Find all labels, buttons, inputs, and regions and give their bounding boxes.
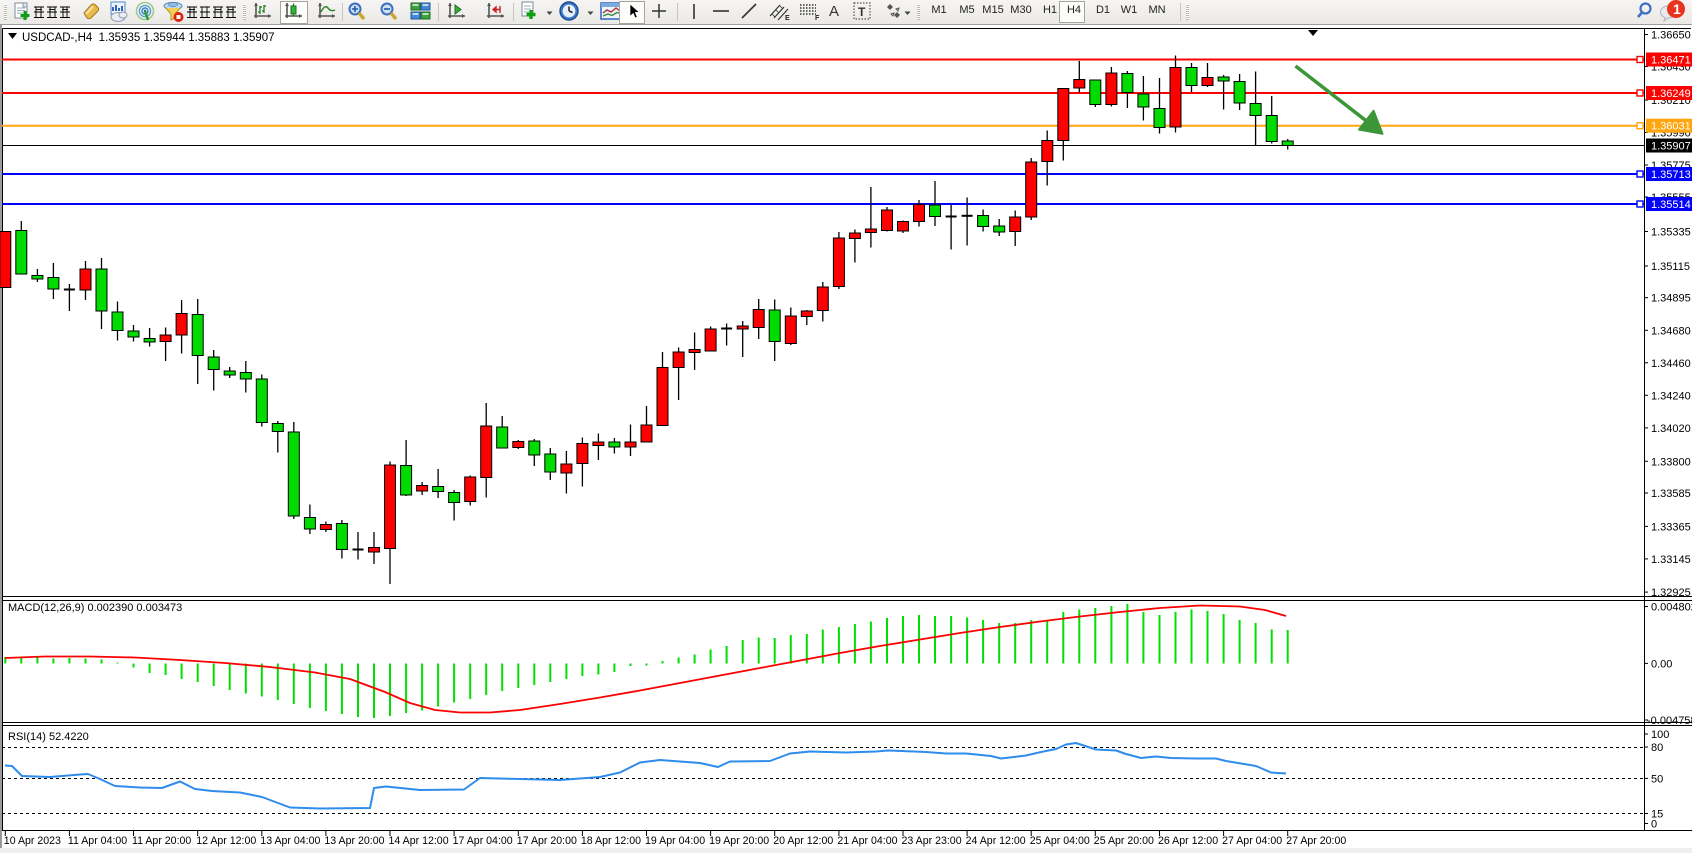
svg-text:1.35907: 1.35907	[1651, 141, 1691, 153]
svg-text:1.36031: 1.36031	[1651, 121, 1691, 133]
svg-text:19 Apr 20:00: 19 Apr 20:00	[709, 835, 769, 847]
svg-text:19 Apr 04:00: 19 Apr 04:00	[645, 835, 705, 847]
svg-text:0.004802: 0.004802	[1651, 602, 1692, 614]
svg-text:F: F	[815, 15, 820, 22]
svg-text:E: E	[785, 15, 790, 22]
svg-text:-0.004758: -0.004758	[1647, 715, 1692, 727]
svg-text:RSI(14) 52.4220: RSI(14) 52.4220	[8, 731, 89, 743]
svg-text:17 Apr 20:00: 17 Apr 20:00	[517, 835, 577, 847]
svg-text:24 Apr 12:00: 24 Apr 12:00	[966, 835, 1026, 847]
svg-text:MACD(12,26,9) 0.002390 0.00347: MACD(12,26,9) 0.002390 0.003473	[8, 602, 182, 614]
svg-text:1.34895: 1.34895	[1651, 293, 1691, 305]
svg-text:1.35335: 1.35335	[1651, 227, 1691, 239]
svg-text:27 Apr 20:00: 27 Apr 20:00	[1286, 835, 1346, 847]
svg-text:0: 0	[1651, 819, 1657, 831]
svg-text:25 Apr 04:00: 25 Apr 04:00	[1030, 835, 1090, 847]
svg-text:USDCAD-,H4 1.35935 1.35944 1.: USDCAD-,H4 1.35935 1.35944 1.35883 1.359…	[22, 32, 275, 44]
svg-text:23 Apr 23:00: 23 Apr 23:00	[902, 835, 962, 847]
svg-text:1: 1	[1673, 1, 1681, 17]
svg-text:15: 15	[1651, 809, 1663, 821]
svg-text:80: 80	[1651, 742, 1663, 754]
svg-text:1.35115: 1.35115	[1651, 261, 1690, 273]
svg-text:1.34680: 1.34680	[1651, 325, 1691, 337]
svg-text:0.00: 0.00	[1651, 658, 1672, 670]
svg-text:11 Apr 04:00: 11 Apr 04:00	[68, 835, 127, 847]
svg-text:26 Apr 12:00: 26 Apr 12:00	[1158, 835, 1218, 847]
svg-text:1.36471: 1.36471	[1651, 55, 1691, 67]
svg-text:18 Apr 12:00: 18 Apr 12:00	[581, 835, 641, 847]
svg-text:1.34460: 1.34460	[1651, 358, 1691, 370]
svg-text:17 Apr 04:00: 17 Apr 04:00	[453, 835, 513, 847]
svg-text:1.36650: 1.36650	[1651, 30, 1691, 42]
svg-text:12 Apr 12:00: 12 Apr 12:00	[196, 835, 256, 847]
svg-text:11 Apr 20:00: 11 Apr 20:00	[132, 835, 191, 847]
svg-text:1.34240: 1.34240	[1651, 390, 1691, 402]
svg-text:13 Apr 04:00: 13 Apr 04:00	[260, 835, 320, 847]
svg-text:13 Apr 20:00: 13 Apr 20:00	[324, 835, 384, 847]
svg-text:1.34020: 1.34020	[1651, 423, 1691, 435]
svg-text:14 Apr 12:00: 14 Apr 12:00	[389, 835, 449, 847]
svg-text:1.35514: 1.35514	[1651, 199, 1691, 211]
svg-text:25 Apr 20:00: 25 Apr 20:00	[1094, 835, 1154, 847]
svg-text:1.32925: 1.32925	[1651, 587, 1691, 599]
svg-text:50: 50	[1651, 773, 1663, 785]
svg-text:T: T	[858, 5, 866, 19]
svg-text:10 Apr 2023: 10 Apr 2023	[4, 835, 61, 847]
svg-text:1.33365: 1.33365	[1651, 521, 1691, 533]
svg-text:1.36249: 1.36249	[1651, 88, 1691, 100]
svg-text:1.35713: 1.35713	[1651, 169, 1691, 181]
svg-text:1.33800: 1.33800	[1651, 456, 1691, 468]
svg-text:21 Apr 04:00: 21 Apr 04:00	[837, 835, 897, 847]
svg-text:1.33585: 1.33585	[1651, 488, 1691, 500]
svg-text:1.33145: 1.33145	[1651, 554, 1691, 566]
svg-text:20 Apr 12:00: 20 Apr 12:00	[773, 835, 833, 847]
svg-text:100: 100	[1651, 729, 1669, 741]
svg-text:27 Apr 04:00: 27 Apr 04:00	[1222, 835, 1282, 847]
